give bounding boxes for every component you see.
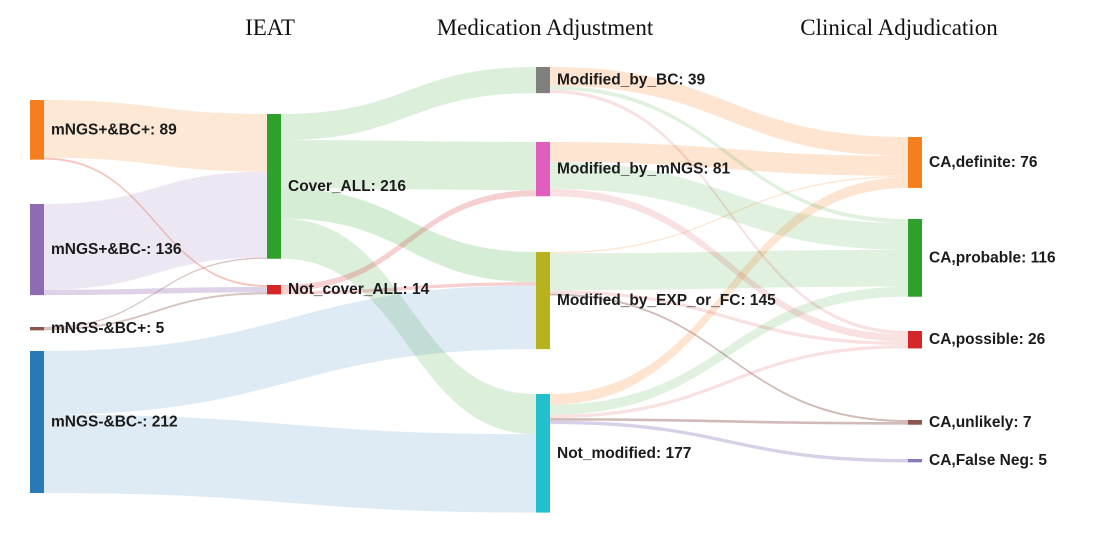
node-label-mngs_neg_bc_pos: mNGS-&BC+: 5 bbox=[51, 320, 165, 337]
sankey-link-mngs_neg_bc_pos-to-not_cover_all bbox=[44, 292, 267, 331]
node-label-ca_false_neg: CA,False Neg: 5 bbox=[929, 452, 1047, 469]
sankey-link-mngs_pos_bc_neg-to-cover_all bbox=[44, 171, 267, 290]
sankey-link-modified_by_bc-to-ca_possible bbox=[550, 89, 908, 335]
node-label-modified_by_exp_or_fc: Modified_by_EXP_or_FC: 145 bbox=[557, 292, 776, 309]
column-header-ieat: IEAT bbox=[245, 15, 295, 40]
column-header-medication-adjustment: Medication Adjustment bbox=[436, 15, 654, 40]
sankey-link-modified_by_mngs-to-ca_probable bbox=[550, 162, 908, 250]
sankey-node-mngs_neg_bc_pos bbox=[30, 327, 44, 331]
sankey-link-not_modified-to-ca_probable bbox=[550, 286, 908, 415]
column-header-clinical-adjudication: Clinical Adjudication bbox=[800, 15, 998, 40]
node-label-mngs_pos_bc_neg: mNGS+&BC-: 136 bbox=[51, 241, 182, 258]
sankey-link-not_modified-to-ca_definite bbox=[550, 177, 908, 405]
sankey-link-not_modified-to-ca_unlikely bbox=[550, 418, 908, 425]
sankey-link-mngs_neg_bc_neg-to-not_modified bbox=[44, 414, 536, 513]
sankey-link-modified_by_bc-to-ca_probable bbox=[550, 85, 908, 224]
sankey-link-cover_all-to-modified_by_bc bbox=[281, 67, 536, 141]
sankey-link-mngs_pos_bc_neg-to-not_cover_all bbox=[44, 287, 267, 296]
sankey-node-modified_by_mngs bbox=[536, 142, 550, 197]
node-label-ca_probable: CA,probable: 116 bbox=[929, 249, 1056, 266]
sankey-link-not_cover_all-to-modified_by_mngs bbox=[281, 190, 536, 292]
sankey-node-mngs_neg_bc_neg bbox=[30, 351, 44, 494]
sankey-link-modified_by_mngs-to-ca_definite bbox=[550, 142, 908, 176]
node-label-mngs_neg_bc_neg: mNGS-&BC-: 212 bbox=[51, 414, 178, 431]
sankey-node-modified_by_bc bbox=[536, 67, 550, 94]
sankey-link-mngs_neg_bc_neg-to-modified_by_exp_or_fc bbox=[44, 285, 536, 415]
node-label-modified_by_bc: Modified_by_BC: 39 bbox=[557, 72, 706, 89]
node-label-not_modified: Not_modified: 177 bbox=[557, 445, 691, 462]
sankey-link-not_modified-to-ca_possible bbox=[550, 345, 908, 419]
sankey-link-cover_all-to-modified_by_exp_or_fc bbox=[281, 188, 536, 283]
sankey-link-cover_all-to-not_modified bbox=[281, 218, 536, 435]
sankey-node-mngs_pos_bc_neg bbox=[30, 204, 44, 296]
node-label-cover_all: Cover_ALL: 216 bbox=[288, 178, 406, 195]
node-label-ca_definite: CA,definite: 76 bbox=[929, 154, 1038, 171]
node-label-ca_unlikely: CA,unlikely: 7 bbox=[929, 414, 1032, 431]
sankey-link-mngs_pos_bc_pos-to-cover_all bbox=[44, 100, 267, 172]
sankey-link-mngs_pos_bc_pos-to-not_cover_all bbox=[44, 157, 267, 288]
node-label-ca_possible: CA,possible: 26 bbox=[929, 331, 1046, 348]
sankey-link-not_cover_all-to-modified_by_exp_or_fc bbox=[281, 282, 536, 295]
sankey-node-mngs_pos_bc_pos bbox=[30, 100, 44, 160]
sankey-node-modified_by_exp_or_fc bbox=[536, 252, 550, 350]
sankey-node-not_modified bbox=[536, 394, 550, 513]
sankey-node-ca_unlikely bbox=[908, 420, 922, 425]
sankey-node-ca_probable bbox=[908, 219, 922, 297]
sankey-node-ca_false_neg bbox=[908, 459, 922, 463]
sankey-node-cover_all bbox=[267, 114, 281, 259]
sankey-node-ca_definite bbox=[908, 137, 922, 188]
sankey-link-modified_by_exp_or_fc-to-ca_unlikely bbox=[550, 293, 908, 423]
sankey-link-modified_by_exp_or_fc-to-ca_possible bbox=[550, 290, 908, 346]
sankey-link-modified_by_bc-to-ca_definite bbox=[550, 67, 908, 156]
sankey-link-mngs_neg_bc_pos-to-cover_all bbox=[44, 257, 267, 329]
sankey-link-modified_by_exp_or_fc-to-ca_probable bbox=[550, 249, 908, 291]
sankey-node-ca_possible bbox=[908, 331, 922, 349]
sankey-link-modified_by_mngs-to-ca_possible bbox=[550, 188, 908, 342]
sankey-link-not_modified-to-ca_false_neg bbox=[550, 420, 908, 463]
sankey-link-modified_by_exp_or_fc-to-ca_definite bbox=[550, 175, 908, 254]
node-label-not_cover_all: Not_cover_ALL: 14 bbox=[288, 281, 430, 298]
node-label-modified_by_mngs: Modified_by_mNGS: 81 bbox=[557, 161, 730, 178]
sankey-link-cover_all-to-modified_by_mngs bbox=[281, 140, 536, 191]
sankey-node-not_cover_all bbox=[267, 285, 281, 295]
node-label-mngs_pos_bc_pos: mNGS+&BC+: 89 bbox=[51, 121, 177, 138]
